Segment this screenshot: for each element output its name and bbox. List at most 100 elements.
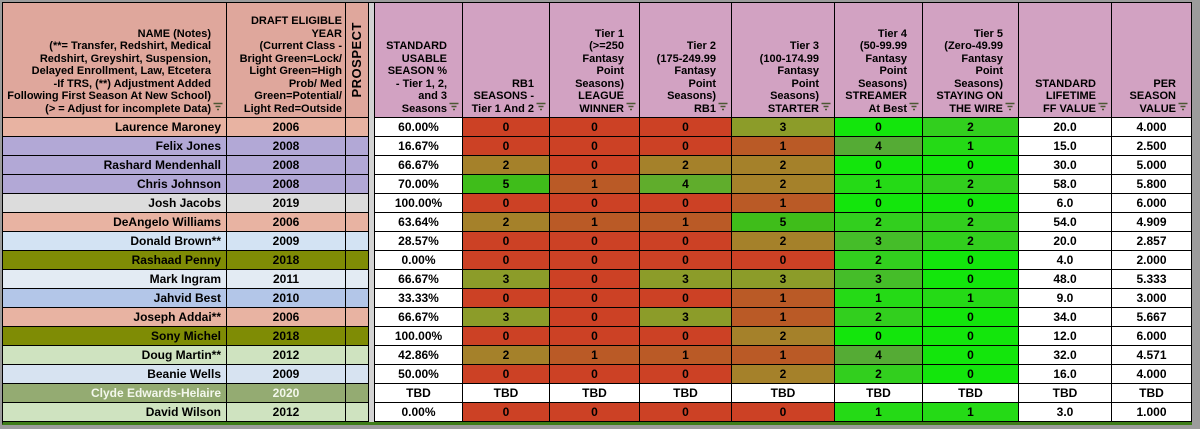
cell-prospect[interactable]: [346, 194, 369, 213]
column-header-per_season[interactable]: PER SEASON VALUE: [1112, 3, 1192, 118]
cell-t1[interactable]: 0: [550, 308, 640, 327]
cell-draft-year[interactable]: 2019: [227, 194, 346, 213]
cell-t5[interactable]: 0: [923, 270, 1019, 289]
cell-rb1[interactable]: 0: [463, 365, 550, 384]
cell-prospect[interactable]: [346, 365, 369, 384]
cell-t3[interactable]: 1: [732, 137, 835, 156]
cell-player-name[interactable]: Rashaad Penny: [3, 251, 227, 270]
cell-draft-year[interactable]: 2008: [227, 175, 346, 194]
filter-icon[interactable]: [821, 102, 831, 115]
cell-per_season[interactable]: 6.000: [1112, 194, 1192, 213]
cell-draft-year[interactable]: 2010: [227, 289, 346, 308]
cell-rb1[interactable]: 2: [463, 213, 550, 232]
cell-per_season[interactable]: 5.333: [1112, 270, 1192, 289]
cell-rb1[interactable]: 0: [463, 403, 550, 422]
cell-t5[interactable]: 1: [923, 403, 1019, 422]
cell-lifetime[interactable]: 12.0: [1019, 327, 1112, 346]
filter-icon[interactable]: [1098, 102, 1108, 115]
cell-t3[interactable]: 2: [732, 365, 835, 384]
cell-prospect[interactable]: [346, 270, 369, 289]
cell-t2[interactable]: 3: [640, 270, 732, 289]
column-header-year[interactable]: DRAFT ELIGIBLE YEAR (Current Class - Bri…: [227, 3, 346, 118]
cell-t3[interactable]: 3: [732, 118, 835, 137]
cell-player-name[interactable]: Jahvid Best: [3, 289, 227, 308]
cell-t1[interactable]: 0: [550, 289, 640, 308]
cell-per_season[interactable]: 5.800: [1112, 175, 1192, 194]
cell-per_season[interactable]: TBD: [1112, 384, 1192, 403]
cell-t3[interactable]: 5: [732, 213, 835, 232]
cell-rb1[interactable]: TBD: [463, 384, 550, 403]
cell-t2[interactable]: 0: [640, 194, 732, 213]
cell-t4[interactable]: 4: [835, 137, 923, 156]
column-header-t3[interactable]: Tier 3 (100-174.99 Fantasy Point Seasons…: [732, 3, 835, 118]
cell-t3[interactable]: 2: [732, 327, 835, 346]
cell-usable[interactable]: 100.00%: [375, 194, 463, 213]
cell-t1[interactable]: 0: [550, 365, 640, 384]
cell-t2[interactable]: 3: [640, 308, 732, 327]
cell-t1[interactable]: 0: [550, 118, 640, 137]
cell-t4[interactable]: 3: [835, 232, 923, 251]
cell-rb1[interactable]: 3: [463, 270, 550, 289]
cell-t5[interactable]: 2: [923, 118, 1019, 137]
cell-prospect[interactable]: [346, 384, 369, 403]
column-header-t4[interactable]: Tier 4 (50-99.99 Fantasy Point Seasons) …: [835, 3, 923, 118]
cell-usable[interactable]: 28.57%: [375, 232, 463, 251]
cell-per_season[interactable]: 2.857: [1112, 232, 1192, 251]
cell-t4[interactable]: 0: [835, 118, 923, 137]
cell-prospect[interactable]: [346, 327, 369, 346]
cell-per_season[interactable]: 3.000: [1112, 289, 1192, 308]
cell-player-name[interactable]: Felix Jones: [3, 137, 227, 156]
cell-t4[interactable]: 0: [835, 194, 923, 213]
cell-t3[interactable]: 3: [732, 270, 835, 289]
cell-draft-year[interactable]: 2020: [227, 384, 346, 403]
column-header-t5[interactable]: Tier 5 (Zero-49.99 Fantasy Point Seasons…: [923, 3, 1019, 118]
cell-prospect[interactable]: [346, 308, 369, 327]
cell-usable[interactable]: 100.00%: [375, 327, 463, 346]
cell-t5[interactable]: 0: [923, 327, 1019, 346]
cell-prospect[interactable]: [346, 232, 369, 251]
cell-t2[interactable]: 0: [640, 232, 732, 251]
cell-draft-year[interactable]: 2009: [227, 365, 346, 384]
cell-t2[interactable]: 2: [640, 156, 732, 175]
cell-rb1[interactable]: 0: [463, 232, 550, 251]
cell-draft-year[interactable]: 2018: [227, 327, 346, 346]
cell-lifetime[interactable]: 34.0: [1019, 308, 1112, 327]
cell-t3[interactable]: 0: [732, 403, 835, 422]
cell-t4[interactable]: 0: [835, 327, 923, 346]
cell-lifetime[interactable]: 9.0: [1019, 289, 1112, 308]
cell-t5[interactable]: 2: [923, 232, 1019, 251]
cell-t4[interactable]: 3: [835, 270, 923, 289]
cell-lifetime[interactable]: 6.0: [1019, 194, 1112, 213]
cell-t5[interactable]: 0: [923, 365, 1019, 384]
cell-t1[interactable]: 0: [550, 156, 640, 175]
cell-t2[interactable]: 0: [640, 251, 732, 270]
cell-t5[interactable]: 0: [923, 346, 1019, 365]
cell-prospect[interactable]: [346, 156, 369, 175]
filter-icon[interactable]: [909, 102, 919, 115]
cell-lifetime[interactable]: 20.0: [1019, 232, 1112, 251]
cell-per_season[interactable]: 2.000: [1112, 251, 1192, 270]
cell-t3[interactable]: 1: [732, 194, 835, 213]
cell-usable[interactable]: 70.00%: [375, 175, 463, 194]
cell-player-name[interactable]: Laurence Maroney: [3, 118, 227, 137]
cell-lifetime[interactable]: TBD: [1019, 384, 1112, 403]
cell-t5[interactable]: 0: [923, 251, 1019, 270]
column-header-name[interactable]: NAME (Notes) (**= Transfer, Redshirt, Me…: [3, 3, 227, 118]
cell-t2[interactable]: 0: [640, 403, 732, 422]
cell-t1[interactable]: 1: [550, 213, 640, 232]
cell-t1[interactable]: 1: [550, 346, 640, 365]
cell-usable[interactable]: 66.67%: [375, 156, 463, 175]
cell-rb1[interactable]: 0: [463, 194, 550, 213]
cell-per_season[interactable]: 5.000: [1112, 156, 1192, 175]
cell-usable[interactable]: 63.64%: [375, 213, 463, 232]
column-header-usable[interactable]: STANDARD USABLE SEASON % - Tier 1, 2, an…: [375, 3, 463, 118]
cell-t4[interactable]: 1: [835, 175, 923, 194]
cell-lifetime[interactable]: 48.0: [1019, 270, 1112, 289]
cell-t4[interactable]: TBD: [835, 384, 923, 403]
cell-draft-year[interactable]: 2006: [227, 308, 346, 327]
cell-draft-year[interactable]: 2009: [227, 232, 346, 251]
cell-usable[interactable]: 0.00%: [375, 251, 463, 270]
cell-rb1[interactable]: 0: [463, 251, 550, 270]
cell-per_season[interactable]: 4.000: [1112, 365, 1192, 384]
cell-t4[interactable]: 0: [835, 156, 923, 175]
